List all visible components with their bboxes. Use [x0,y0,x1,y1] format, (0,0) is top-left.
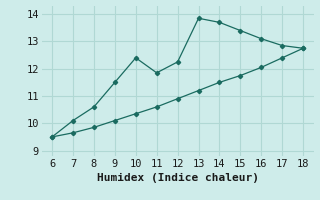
X-axis label: Humidex (Indice chaleur): Humidex (Indice chaleur) [97,173,259,183]
